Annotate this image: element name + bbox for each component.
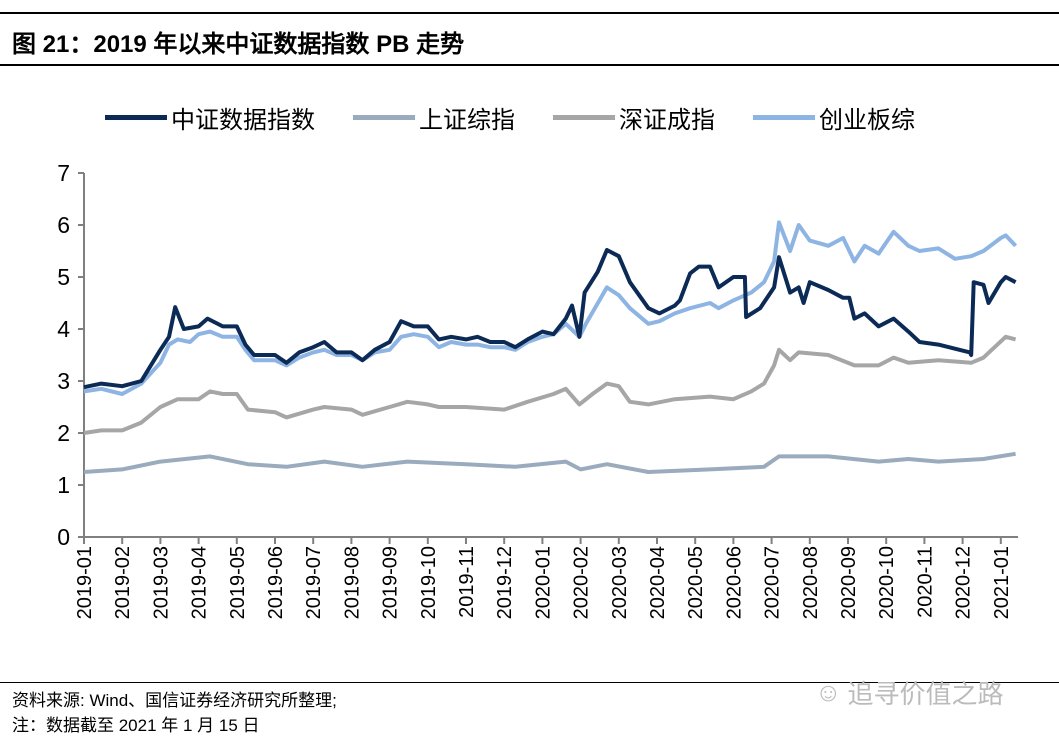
x-tick-label: 2019-09 xyxy=(380,546,402,619)
top-rule xyxy=(0,12,1059,14)
y-tick-label: 6 xyxy=(57,212,70,238)
title-rule xyxy=(0,64,1059,66)
x-tick-label: 2019-07 xyxy=(303,546,325,619)
wechat-icon: ☺ xyxy=(815,677,842,707)
series-line-1 xyxy=(83,451,1016,474)
x-tick-label: 2021-01 xyxy=(991,546,1013,619)
legend-item: 深证成指 xyxy=(553,100,715,135)
watermark: ☺ 追寻价值之路 xyxy=(815,674,1004,711)
x-tick-label: 2019-04 xyxy=(189,546,211,619)
legend-swatch xyxy=(753,115,815,120)
x-tick-label: 2019-10 xyxy=(418,546,440,619)
x-tick-label: 2019-06 xyxy=(265,546,287,619)
source-note: 资料来源: Wind、国信证券经济研究所整理; xyxy=(12,691,337,710)
footer-rule xyxy=(0,682,1059,683)
y-tick-label: 0 xyxy=(57,524,70,550)
y-tick-label: 3 xyxy=(57,368,70,394)
legend-label: 上证综指 xyxy=(419,107,515,134)
series-line-2 xyxy=(83,334,1017,435)
watermark-text: 追寻价值之路 xyxy=(847,679,1004,709)
x-tick-label: 2019-11 xyxy=(456,546,478,618)
legend: 中证数据指数 上证综指 深证成指 创业板综 xyxy=(105,100,915,135)
legend-label: 创业板综 xyxy=(819,107,915,134)
legend-swatch xyxy=(353,115,415,120)
legend-label: 中证数据指数 xyxy=(171,107,315,134)
x-tick-label: 2020-05 xyxy=(685,546,707,619)
legend-swatch xyxy=(105,115,167,120)
x-tick-label: 2019-12 xyxy=(494,546,516,619)
x-tick-label: 2020-07 xyxy=(762,546,784,619)
x-tick-label: 2019-02 xyxy=(112,546,134,619)
legend-swatch xyxy=(553,115,615,120)
legend-label: 深证成指 xyxy=(619,107,715,134)
x-tick-label: 2020-10 xyxy=(876,546,898,619)
x-tick-label: 2019-01 xyxy=(74,546,96,619)
x-tick-label: 2020-04 xyxy=(647,546,669,619)
y-tick-label: 1 xyxy=(57,472,70,498)
x-tick-label: 2020-08 xyxy=(800,546,822,619)
x-tick-label: 2019-03 xyxy=(150,546,172,619)
x-tick-label: 2020-06 xyxy=(723,546,745,619)
x-tick-label: 2020-01 xyxy=(532,546,554,619)
legend-item: 上证综指 xyxy=(353,100,515,135)
date-note: 注：数据截至 2021 年 1 月 15 日 xyxy=(12,716,260,735)
legend-item: 中证数据指数 xyxy=(105,100,315,135)
x-tick-label: 2019-05 xyxy=(227,546,249,619)
y-tick-label: 2 xyxy=(57,420,70,446)
x-tick-label: 2019-08 xyxy=(341,546,363,619)
series-line-0 xyxy=(83,248,1017,390)
x-tick-label: 2020-09 xyxy=(838,546,860,619)
x-tick-label: 2020-11 xyxy=(914,546,936,618)
y-tick-label: 5 xyxy=(57,264,70,290)
x-tick-label: 2020-12 xyxy=(953,546,975,619)
y-tick-label: 4 xyxy=(57,316,70,342)
figure-title: 图 21：2019 年以来中证数据指数 PB 走势 xyxy=(12,31,465,58)
series-line-3 xyxy=(83,220,1018,396)
legend-item: 创业板综 xyxy=(753,100,915,135)
x-tick-label: 2020-03 xyxy=(609,546,631,619)
x-tick-label: 2020-02 xyxy=(571,546,593,619)
y-tick-label: 7 xyxy=(57,160,70,186)
